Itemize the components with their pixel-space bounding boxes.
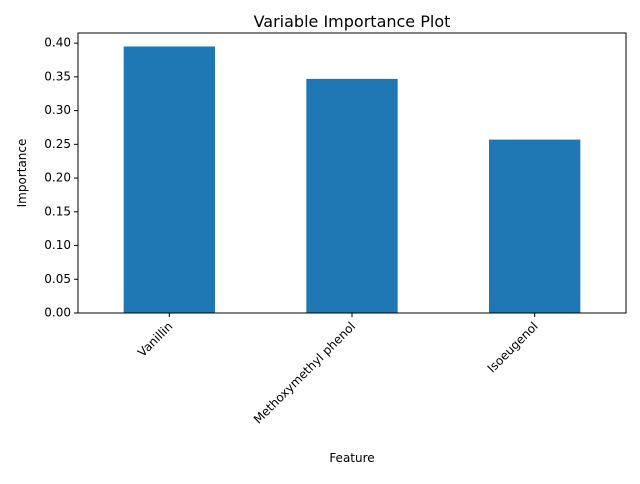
y-tick-label-3: 0.15 — [44, 204, 71, 218]
chart-title: Variable Importance Plot — [254, 12, 451, 31]
x-axis-label: Feature — [329, 451, 374, 465]
y-axis-label: Importance — [15, 139, 29, 208]
y-tick-label-4: 0.20 — [44, 171, 71, 185]
bars-layer — [123, 46, 581, 313]
y-tick-label-8: 0.40 — [44, 36, 71, 50]
x-tick-label-1: Methoxymethyl phenol — [251, 319, 358, 426]
x-axis: Vanillin Methoxymethyl phenol Isoeugenol — [135, 313, 541, 427]
y-tick-label-7: 0.35 — [44, 69, 71, 83]
y-tick-label-5: 0.25 — [44, 137, 71, 151]
y-tick-label-2: 0.10 — [44, 238, 71, 252]
x-tick-label-0: Vanillin — [135, 319, 175, 359]
bar-0 — [123, 46, 215, 313]
x-tick-label-2: Isoeugenol — [485, 319, 541, 375]
axes-frame — [77, 32, 627, 314]
y-tick-label-6: 0.30 — [44, 103, 71, 117]
y-tick-label-0: 0.00 — [44, 306, 71, 320]
y-axis: 0.00 0.05 0.10 0.15 0.20 0.25 0.30 0.35 0.40 — [44, 36, 78, 320]
y-tick-label-1: 0.05 — [44, 272, 71, 286]
bar-1 — [306, 78, 398, 313]
bar-2 — [489, 139, 581, 313]
